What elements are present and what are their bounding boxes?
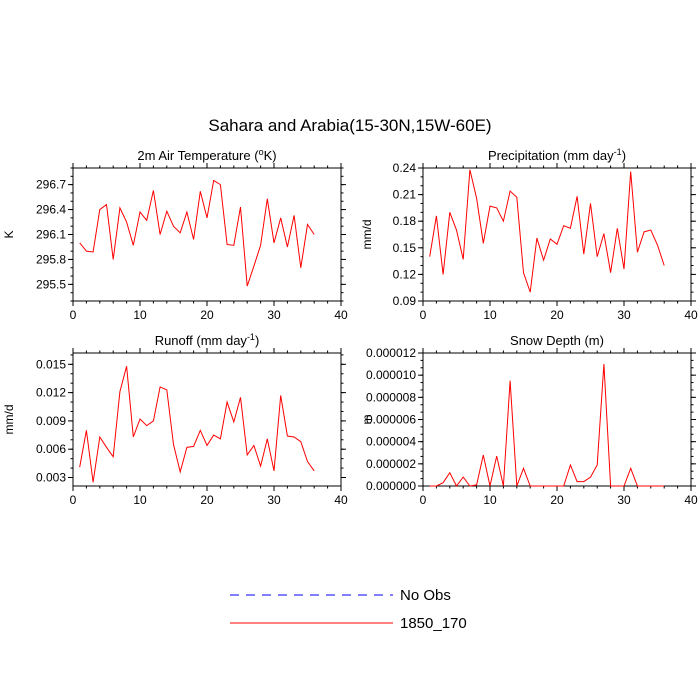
precipitation-panel-title: Precipitation (mm day-1) (488, 147, 626, 163)
runoff-plot-frame (72, 352, 342, 487)
precipitation-ytick-label: 0.18 (393, 214, 417, 228)
runoff-ylabel: mm/d (2, 405, 16, 435)
legend-label-1: No Obs (400, 587, 451, 604)
air-temperature-series-line (79, 179, 315, 287)
air-temperature-ytick-label: 296.1 (36, 228, 66, 242)
air-temperature-xtick-label: 0 (70, 308, 77, 322)
snow-depth-ytick-label: 0.000012 (366, 346, 416, 360)
runoff-ytick-label: 0.006 (36, 442, 66, 456)
runoff-ytick-label: 0.015 (36, 357, 66, 371)
precipitation-panel: Precipitation (mm day-1) 0 10 20 30 40 0.09 0.1… (360, 147, 698, 322)
air-temperature-ylabel: K (2, 230, 16, 238)
precipitation-ytick-label: 0.21 (393, 188, 417, 202)
runoff-ytick-label: 0.009 (36, 414, 66, 428)
legend: No Obs 1850_170 (230, 587, 467, 632)
snow-depth-xtick-label: 30 (617, 493, 631, 507)
runoff-xtick-label: 0 (70, 493, 77, 507)
precipitation-xtick-label: 0 (420, 308, 427, 322)
runoff-ytick-label: 0.003 (36, 471, 66, 485)
air-temperature-ytick-label: 295.8 (36, 252, 66, 266)
snow-depth-ytick-label: 0.000008 (366, 390, 416, 404)
runoff-xtick-label: 20 (200, 493, 214, 507)
precipitation-ylabel: mm/d (360, 220, 374, 250)
air-temperature-plot-frame (72, 167, 342, 302)
snow-depth-xtick-label: 40 (684, 493, 698, 507)
precipitation-plot-frame (422, 167, 692, 302)
air-temperature-xtick-label: 10 (133, 308, 147, 322)
precipitation-xtick-label: 10 (483, 308, 497, 322)
runoff-xtick-label: 40 (334, 493, 348, 507)
snow-depth-ytick-label: 0.000010 (366, 368, 416, 382)
precipitation-ytick-label: 0.15 (393, 241, 417, 255)
air-temperature-xtick-label: 20 (200, 308, 214, 322)
panels-group: 2m Air Temperature (oK) 0 10 20 30 40 295.5 295… (2, 147, 698, 507)
snow-depth-ytick-label: 0.000000 (366, 479, 416, 493)
air-temperature-panel: 2m Air Temperature (oK) 0 10 20 30 40 295.5 295… (2, 147, 348, 322)
snow-depth-xtick-label: 0 (420, 493, 427, 507)
snow-depth-ytick-label: 0.000002 (366, 457, 416, 471)
air-temperature-panel-title: 2m Air Temperature (oK) (137, 147, 276, 163)
runoff-ytick-label: 0.012 (36, 386, 66, 400)
snow-depth-panel: Snow Depth (m) 0 10 20 30 40 0.000000 0.000002 0… (360, 333, 698, 507)
air-temperature-xtick-label: 40 (334, 308, 348, 322)
precipitation-xtick-label: 40 (684, 308, 698, 322)
snow-depth-panel-title: Snow Depth (m) (510, 333, 604, 348)
precipitation-series-line (429, 169, 665, 293)
snow-depth-ytick-label: 0.000004 (366, 435, 416, 449)
precipitation-ytick-label: 0.09 (393, 294, 417, 308)
precipitation-xtick-label: 20 (550, 308, 564, 322)
air-temperature-ytick-label: 296.7 (36, 178, 66, 192)
snow-depth-plot-frame (422, 352, 692, 487)
figure-title: Sahara and Arabia(15-30N,15W-60E) (208, 116, 491, 135)
snow-depth-xtick-label: 10 (483, 493, 497, 507)
air-temperature-ytick-label: 296.4 (36, 203, 66, 217)
runoff-xtick-label: 30 (267, 493, 281, 507)
snow-depth-ytick-label: 0.000006 (366, 413, 416, 427)
precipitation-ytick-label: 0.24 (393, 161, 417, 175)
runoff-series-line (79, 366, 315, 483)
runoff-xtick-label: 10 (133, 493, 147, 507)
precipitation-xtick-label: 30 (617, 308, 631, 322)
precipitation-ytick-label: 0.12 (393, 267, 417, 281)
runoff-panel: Runoff (mm day-1) 0 10 20 30 40 0.003 0.006 0.00… (2, 332, 348, 507)
air-temperature-xtick-label: 30 (267, 308, 281, 322)
snow-depth-ylabel: m (360, 415, 374, 425)
legend-label-2: 1850_170 (400, 615, 467, 632)
air-temperature-ytick-label: 295.5 (36, 277, 66, 291)
snow-depth-xtick-label: 20 (550, 493, 564, 507)
snow-depth-series-line (429, 364, 665, 487)
runoff-panel-title: Runoff (mm day-1) (155, 332, 260, 348)
